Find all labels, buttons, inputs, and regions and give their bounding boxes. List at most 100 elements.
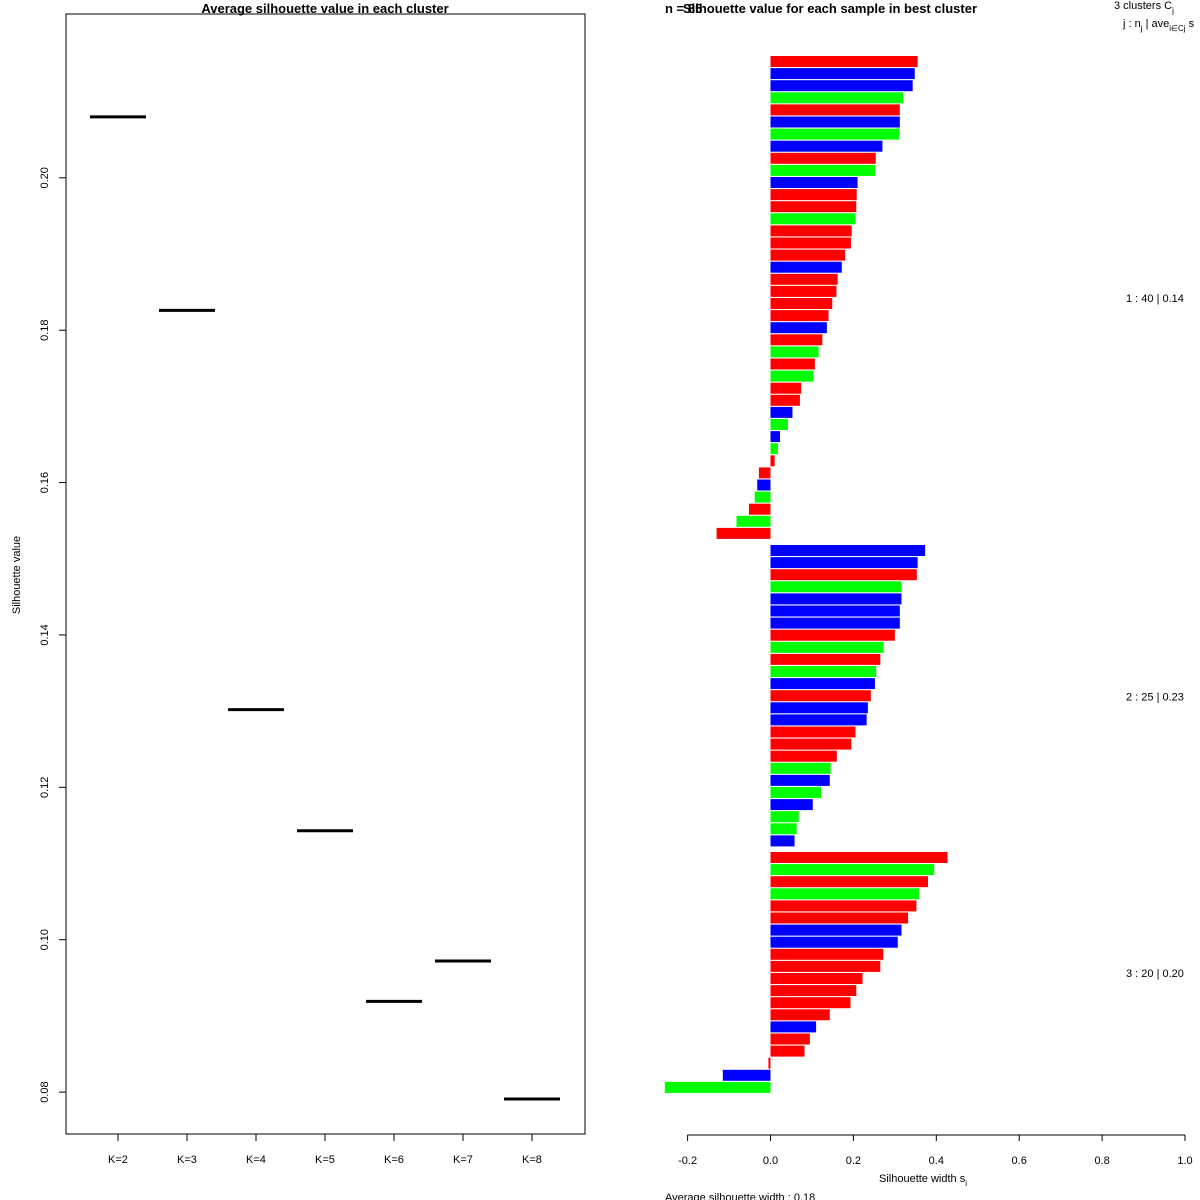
silhouette-bar xyxy=(770,1009,830,1021)
silhouette-bar xyxy=(770,762,831,774)
right-x-axis-label-text: Silhouette width s xyxy=(879,1173,966,1185)
silhouette-bar xyxy=(770,985,857,997)
silhouette-bar xyxy=(770,702,868,714)
silhouette-bar xyxy=(770,237,851,249)
silhouette-bar xyxy=(770,382,802,394)
x-tick-label: K=8 xyxy=(522,1154,542,1166)
silhouette-bar xyxy=(770,823,797,835)
silhouette-bar xyxy=(770,128,900,140)
silhouette-bar xyxy=(770,569,917,581)
legend-header-columns-mid: | ave xyxy=(1143,18,1170,30)
x-tick-label: 0.6 xyxy=(1012,1155,1027,1167)
silhouette-bar xyxy=(770,787,822,798)
silhouette-bar xyxy=(770,443,778,455)
y-tick-label: 0.08 xyxy=(39,1081,51,1102)
silhouette-bar xyxy=(768,1057,771,1069)
silhouette-bar xyxy=(770,92,904,104)
left-y-axis-label: Silhouette value xyxy=(11,536,23,614)
legend-header-columns-text: j : n xyxy=(1122,18,1141,30)
silhouette-bar xyxy=(770,629,895,641)
silhouette-bar xyxy=(770,249,846,261)
legend-header-columns-tail: s xyxy=(1186,18,1195,30)
silhouette-bar xyxy=(770,152,876,164)
legend-header-columns: j : nj | avei∈Cj s xyxy=(1122,18,1195,33)
silhouette-bar xyxy=(770,876,929,888)
silhouette-bar xyxy=(748,503,771,515)
right-chart-title: Silhouette value for each sample in best… xyxy=(683,1,977,16)
silhouette-bar xyxy=(770,298,833,309)
silhouette-bar xyxy=(770,68,915,80)
silhouette-bar xyxy=(770,811,799,823)
silhouette-bar xyxy=(770,285,837,297)
silhouette-bar xyxy=(770,864,935,876)
silhouette-bar xyxy=(758,467,771,479)
y-tick-label: 0.16 xyxy=(39,472,51,493)
silhouette-bar xyxy=(770,924,902,936)
silhouette-bar xyxy=(770,912,909,924)
x-tick-label: 1.0 xyxy=(1177,1155,1192,1167)
left-panel: Average silhouette value in each cluster… xyxy=(11,1,586,1166)
silhouette-bar xyxy=(770,201,857,213)
silhouette-bar xyxy=(770,310,829,322)
silhouette-bar xyxy=(770,334,823,346)
silhouette-bar xyxy=(757,479,771,491)
legend-header-clusters-text: 3 clusters C xyxy=(1114,0,1172,12)
silhouette-bar xyxy=(770,419,788,430)
silhouette-bar xyxy=(770,177,858,188)
silhouette-bar xyxy=(770,394,800,406)
average-silhouette-footer: Average silhouette width : 0.18 xyxy=(665,1192,815,1200)
silhouette-bar xyxy=(770,948,884,960)
silhouette-bar xyxy=(770,666,877,677)
silhouette-bar xyxy=(770,557,918,569)
silhouette-bar xyxy=(770,104,900,116)
y-tick-label: 0.18 xyxy=(39,319,51,340)
legend-header-clusters-sub: j xyxy=(1171,6,1174,15)
silhouette-bar xyxy=(770,617,900,629)
left-marks: 0.08 0.10 0.12 0.14 0.16 0.18 0.20 K=2 K=3 K=4 K=5… xyxy=(39,115,560,1166)
silhouette-bar xyxy=(770,888,919,900)
silhouette-bar xyxy=(722,1069,771,1081)
left-chart-title: Average silhouette value in each cluster xyxy=(201,1,448,16)
silhouette-bar xyxy=(770,581,902,593)
silhouette-bar xyxy=(770,750,837,762)
y-tick-label: 0.14 xyxy=(39,624,51,645)
silhouette-bar xyxy=(770,936,898,948)
silhouette-bar xyxy=(754,491,771,503)
silhouette-bar xyxy=(770,164,875,176)
x-tick-label: 0.2 xyxy=(846,1155,861,1167)
cluster-label: 1 : 40 | 0.14 xyxy=(1126,293,1184,305)
silhouette-bar xyxy=(770,545,926,556)
x-tick-label: 0.8 xyxy=(1094,1155,1109,1167)
right-marks: -0.2 0.0 0.2 0.4 0.6 0.8 1.0 1 : 40 | 0.14 2 : 2… xyxy=(664,56,1193,1167)
silhouette-bar xyxy=(770,189,857,201)
y-tick-label: 0.12 xyxy=(39,777,51,798)
silhouette-bar xyxy=(770,605,900,617)
silhouette-bar xyxy=(770,406,793,418)
x-tick-label: K=4 xyxy=(246,1154,266,1166)
silhouette-bar xyxy=(770,358,815,370)
silhouette-bar xyxy=(770,835,795,847)
silhouette-bar xyxy=(770,726,856,738)
silhouette-bar xyxy=(770,593,902,605)
x-tick-label: 0.4 xyxy=(929,1155,944,1167)
silhouette-bar xyxy=(770,140,883,152)
silhouette-bar xyxy=(770,1045,805,1057)
silhouette-bar xyxy=(770,1021,817,1033)
y-tick-label: 0.20 xyxy=(39,167,51,188)
silhouette-bar xyxy=(664,1081,771,1093)
x-tick-label: K=5 xyxy=(315,1154,335,1166)
silhouette-bar xyxy=(770,213,856,225)
y-tick-label: 0.10 xyxy=(39,929,51,950)
right-panel: n = 85 Silhouette value for each sample … xyxy=(664,0,1195,1200)
x-tick-label: -0.2 xyxy=(678,1155,697,1167)
silhouette-bar xyxy=(770,973,863,984)
silhouette-bar xyxy=(716,527,771,539)
right-chart-title-fragment: n = 85 xyxy=(665,1,702,16)
silhouette-bar xyxy=(770,900,917,912)
silhouette-bar xyxy=(770,370,814,382)
silhouette-bar xyxy=(736,515,771,527)
x-tick-label: K=3 xyxy=(177,1154,197,1166)
silhouette-bar xyxy=(770,738,852,750)
silhouette-bar xyxy=(770,116,900,128)
